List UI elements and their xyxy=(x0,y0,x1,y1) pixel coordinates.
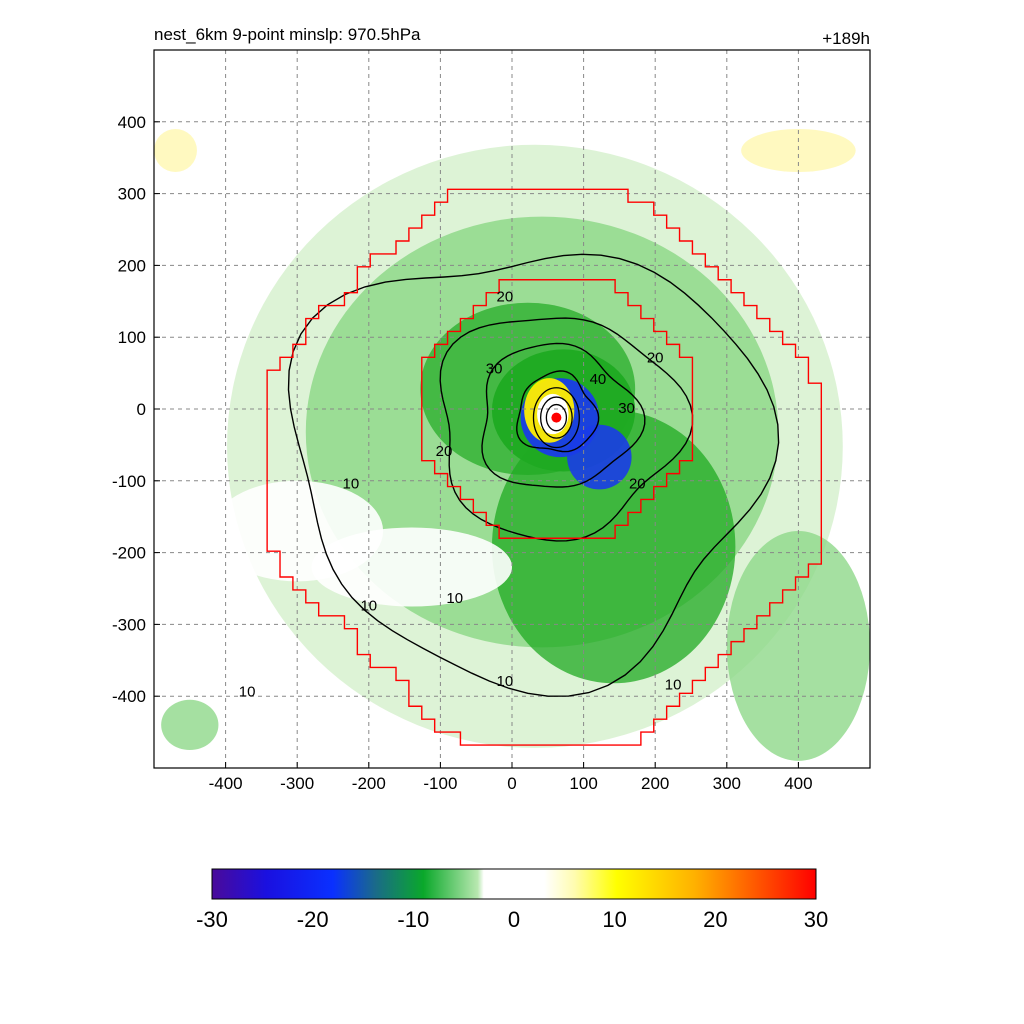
field-region xyxy=(491,410,736,684)
contour-line xyxy=(287,253,780,697)
nest-boundary-outer xyxy=(266,188,823,746)
y-tick-label: -300 xyxy=(112,615,146,634)
x-tick-label: 0 xyxy=(507,774,516,793)
field-region xyxy=(741,128,856,173)
colorbar-tick-label: -30 xyxy=(196,907,228,932)
contour-label: 10 xyxy=(360,597,377,614)
contour-line xyxy=(516,370,600,453)
contour-line xyxy=(439,317,694,542)
contour-label: 20 xyxy=(647,350,664,367)
contour-label: 10 xyxy=(665,676,682,693)
colorbar-tick-label: 10 xyxy=(602,907,626,932)
colorbar-tick-label: 30 xyxy=(804,907,828,932)
colorbar-tick-label: -20 xyxy=(297,907,329,932)
shading-field xyxy=(154,128,870,761)
field-region xyxy=(311,527,512,607)
y-tick-label: 400 xyxy=(118,113,146,132)
contour-label: 40 xyxy=(590,371,607,388)
plot-area: 20 20 30 40 30 20 20 10 10 10 10 10 10 xyxy=(154,50,870,768)
contour-line xyxy=(481,342,646,488)
contour-label: 20 xyxy=(629,475,646,492)
chart-title: nest_6km 9-point minslp: 970.5hPa xyxy=(154,25,421,44)
colorbar-ticks: -30 -20 -10 0 10 20 30 xyxy=(196,907,828,932)
contour-label: 10 xyxy=(239,684,256,701)
field-region xyxy=(567,424,632,490)
x-tick-label: -300 xyxy=(280,774,314,793)
y-axis: 400 300 200 100 0 -100 -200 -300 -400 xyxy=(112,113,160,706)
contour-labels: 20 20 30 40 30 20 20 10 10 10 10 10 10 xyxy=(239,289,682,701)
colorbar xyxy=(211,868,817,900)
x-axis: -400 -300 -200 -100 0 100 200 300 400 xyxy=(209,762,813,793)
x-tick-label: -100 xyxy=(423,774,457,793)
y-tick-label: -100 xyxy=(112,472,146,491)
forecast-hour-label: +189h xyxy=(822,29,870,48)
contour-label: 10 xyxy=(343,475,360,492)
x-tick-label: 300 xyxy=(713,774,741,793)
contour-line xyxy=(539,396,573,439)
x-tick-label: 100 xyxy=(569,774,597,793)
colorbar-tick-label: 20 xyxy=(703,907,727,932)
y-tick-label: -400 xyxy=(112,687,146,706)
y-tick-label: 0 xyxy=(137,400,146,419)
field-region xyxy=(154,128,197,173)
storm-center-marker xyxy=(551,412,562,423)
contour-label: 30 xyxy=(486,360,503,377)
x-tick-label: 400 xyxy=(784,774,812,793)
contour-line xyxy=(545,403,568,432)
x-tick-label: -200 xyxy=(352,774,386,793)
colorbar-tick-label: 0 xyxy=(508,907,520,932)
contour-label: 20 xyxy=(436,443,453,460)
colorbar-tick-label: -10 xyxy=(397,907,429,932)
y-tick-label: 100 xyxy=(118,328,146,347)
contour-label: 10 xyxy=(446,590,463,607)
x-tick-label: -400 xyxy=(209,774,243,793)
y-tick-label: -200 xyxy=(112,544,146,563)
contour-label: 10 xyxy=(496,673,513,690)
x-tick-label: 200 xyxy=(641,774,669,793)
field-region xyxy=(161,699,219,751)
y-tick-label: 300 xyxy=(118,185,146,204)
contour-lines xyxy=(287,253,780,697)
y-tick-label: 200 xyxy=(118,256,146,275)
contour-label: 30 xyxy=(618,400,635,417)
nest-boundaries xyxy=(266,188,823,746)
contour-line xyxy=(532,387,580,449)
nest-boundary-inner xyxy=(421,279,694,539)
contour-label: 20 xyxy=(496,289,513,306)
